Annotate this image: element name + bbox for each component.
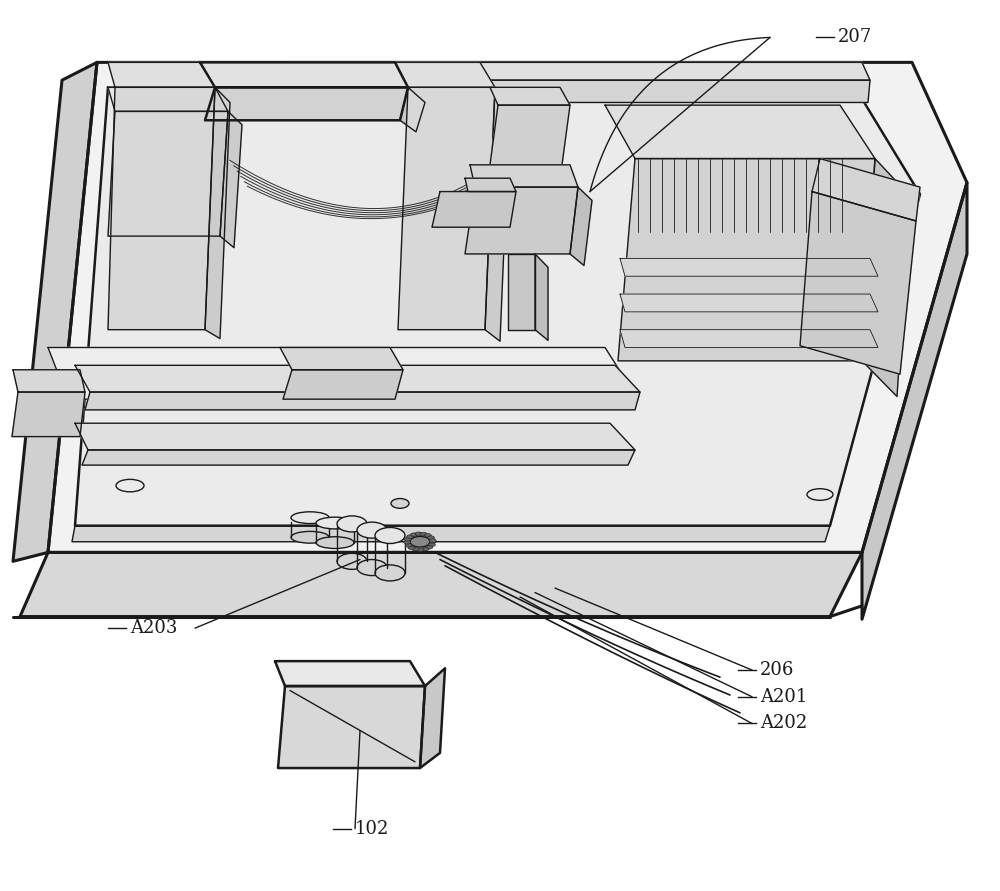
Polygon shape [72,526,830,542]
Ellipse shape [412,547,419,551]
Polygon shape [620,294,878,312]
Polygon shape [275,661,425,686]
Text: 207: 207 [838,29,872,46]
Polygon shape [205,87,408,120]
Ellipse shape [408,546,415,550]
Polygon shape [280,347,403,370]
Polygon shape [535,254,548,340]
Polygon shape [485,87,510,341]
Polygon shape [290,80,870,102]
Polygon shape [108,87,215,330]
Ellipse shape [410,533,417,536]
Ellipse shape [424,534,431,537]
Text: 102: 102 [355,820,389,838]
Text: A203: A203 [130,619,177,637]
Polygon shape [85,392,640,410]
Polygon shape [490,87,570,105]
Polygon shape [205,87,230,339]
Polygon shape [812,159,920,221]
Ellipse shape [375,527,405,544]
Ellipse shape [337,553,367,569]
Polygon shape [48,347,638,399]
Polygon shape [470,165,578,187]
Polygon shape [618,159,875,361]
Ellipse shape [316,536,354,549]
Polygon shape [278,686,425,768]
Polygon shape [400,87,425,132]
Polygon shape [490,105,570,165]
Polygon shape [862,183,967,619]
Polygon shape [862,159,910,396]
Text: A202: A202 [760,715,807,732]
Polygon shape [12,392,85,437]
Polygon shape [432,192,516,227]
Polygon shape [13,370,85,392]
Ellipse shape [375,565,405,581]
Ellipse shape [291,511,329,524]
Polygon shape [108,62,215,87]
Ellipse shape [316,517,354,529]
Ellipse shape [391,498,409,508]
Polygon shape [48,62,967,552]
Ellipse shape [407,535,414,538]
Ellipse shape [357,560,387,576]
Polygon shape [395,62,495,87]
Ellipse shape [404,541,411,544]
Ellipse shape [410,536,430,547]
Ellipse shape [429,540,436,544]
Ellipse shape [291,531,329,544]
Polygon shape [75,365,640,392]
Ellipse shape [428,535,435,539]
Ellipse shape [426,545,433,549]
Ellipse shape [337,516,367,532]
Polygon shape [283,370,403,399]
Polygon shape [75,423,635,450]
Polygon shape [420,668,445,768]
Polygon shape [570,187,592,266]
Polygon shape [508,254,535,330]
Ellipse shape [417,548,424,552]
Polygon shape [290,62,870,80]
Text: 206: 206 [760,661,794,679]
Polygon shape [108,111,228,236]
Polygon shape [398,87,495,330]
Polygon shape [75,87,920,526]
Polygon shape [220,111,242,248]
Ellipse shape [415,532,422,535]
Ellipse shape [422,547,429,551]
Polygon shape [465,187,578,254]
Ellipse shape [405,544,412,547]
Ellipse shape [404,537,411,541]
Polygon shape [620,258,878,276]
Polygon shape [465,178,516,192]
Text: A201: A201 [760,688,807,706]
Polygon shape [20,552,862,617]
Ellipse shape [429,539,436,543]
Polygon shape [82,450,635,465]
Polygon shape [108,87,228,111]
Polygon shape [200,62,408,87]
Polygon shape [620,330,878,347]
Ellipse shape [420,532,427,535]
Ellipse shape [428,543,435,546]
Polygon shape [605,105,875,159]
Polygon shape [800,192,916,374]
Ellipse shape [357,522,387,538]
Polygon shape [13,62,97,561]
